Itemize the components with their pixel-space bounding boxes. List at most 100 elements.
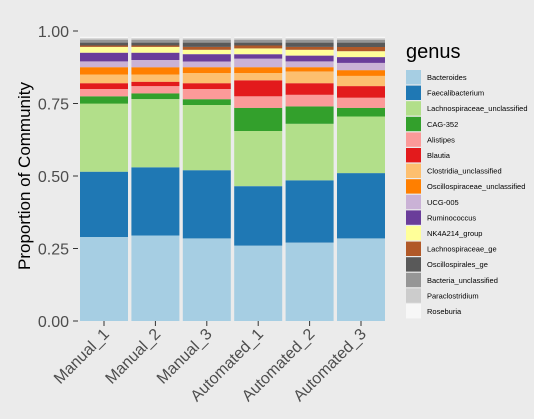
bar-segment <box>182 39 231 43</box>
legend: genus Bacteroides Faecalibacterium Lachnos… <box>406 41 528 319</box>
legend-key <box>406 257 421 272</box>
bar-segment <box>234 96 283 108</box>
legend-entry-label: Lachnospiraceae_unclassified <box>427 104 528 113</box>
y-axis-title: Proportion of Community <box>15 81 34 270</box>
bar-segment <box>80 171 128 237</box>
bar-segment <box>234 48 283 55</box>
bar-segment <box>337 70 385 76</box>
bar-segment <box>285 46 334 50</box>
bar-segment <box>182 54 231 62</box>
bar-segment <box>131 67 180 75</box>
y-axis: 0.00 0.25 0.50 0.75 1.00 <box>38 24 78 331</box>
x-tick-label: Manual_1 <box>51 326 113 388</box>
bar-segment <box>182 67 231 73</box>
bar-segment <box>285 61 334 68</box>
bar-segment <box>234 39 283 43</box>
bar-segment <box>234 45 283 49</box>
bar-segment <box>285 49 334 56</box>
legend-key <box>406 85 421 100</box>
bar-segment <box>337 75 385 87</box>
bar-segment <box>182 36 231 39</box>
legend-key <box>406 288 421 303</box>
bar-segment <box>337 86 385 98</box>
bar-segment <box>285 71 334 84</box>
bar-segment <box>337 116 385 174</box>
legend-key <box>406 101 421 116</box>
bar-segment <box>80 61 128 68</box>
bar-segment <box>337 107 385 117</box>
y-tick-label: 0.25 <box>38 242 69 259</box>
bar-segment <box>182 61 231 68</box>
bar-segment <box>234 131 283 187</box>
bar-segment <box>131 36 180 39</box>
bar-segment <box>80 67 128 75</box>
panel-background <box>78 30 388 322</box>
bar-segment <box>182 170 231 239</box>
legend-key <box>406 304 421 319</box>
bar-segment <box>337 39 385 43</box>
x-axis: Manual_1Manual_2Manual_3Automated_1Autom… <box>51 321 370 405</box>
bar-segment <box>234 38 283 40</box>
y-tick-label: 0.75 <box>38 97 69 114</box>
bar-segment <box>131 93 180 100</box>
bar-segment <box>182 49 231 55</box>
legend-entry-label: Bacteria_unclassified <box>427 276 498 285</box>
bar-segment <box>80 89 128 97</box>
bar-segment <box>337 51 385 58</box>
legend-key <box>406 194 421 210</box>
bar-segment <box>131 81 180 87</box>
legend-key <box>406 179 421 194</box>
bar-segment <box>337 38 385 40</box>
bar-segment <box>285 123 334 181</box>
bar-segment <box>285 55 334 62</box>
bar-segment <box>337 62 385 71</box>
bar-segment <box>337 46 385 52</box>
bar-segment <box>182 38 231 40</box>
bar-segment <box>234 58 283 68</box>
bar-segment <box>234 245 283 321</box>
bar-segment <box>131 99 180 168</box>
bar-segment <box>131 74 180 82</box>
bar-segment <box>80 39 128 43</box>
bar-segment <box>80 103 128 172</box>
bar-segment <box>337 36 385 39</box>
bar-segment <box>131 42 180 46</box>
legend-entry-label: UCG-005 <box>427 198 459 207</box>
legend-entry-label: Roseburia <box>427 307 462 316</box>
legend-entry-label: Oscillospirales_ge <box>427 260 488 269</box>
legend-entry-label: NK4A214_group <box>427 229 482 238</box>
legend-entry-label: Clostridia_unclassified <box>427 167 502 176</box>
legend-key <box>406 70 421 85</box>
legend-key <box>406 116 421 132</box>
x-tick-label: Manual_2 <box>103 326 165 388</box>
bar-segment <box>80 36 128 39</box>
legend-key <box>406 210 421 225</box>
bar-segment <box>182 83 231 89</box>
bar-segment <box>131 167 180 236</box>
bar-segment <box>182 73 231 84</box>
bar-segment <box>182 42 231 47</box>
bar-segment <box>131 235 180 321</box>
bar-segment <box>285 180 334 243</box>
legend-entry-label: Faecalibacterium <box>427 89 484 98</box>
y-tick-label: 0.50 <box>38 169 69 186</box>
legend-entry-label: Lachnospiraceae_ge <box>427 245 497 254</box>
bar-segment <box>80 83 128 89</box>
bar-segment <box>182 99 231 105</box>
bar-segment <box>131 86 180 94</box>
bar-segment <box>182 238 231 321</box>
y-tick-label: 0.00 <box>38 314 69 331</box>
bar-segment <box>337 97 385 108</box>
legend-entry-label: Alistipes <box>427 135 455 144</box>
bar-segment <box>234 42 283 46</box>
bar-segment <box>285 36 334 39</box>
legend-entry-label: Oscillospiraceae_unclassified <box>427 182 525 191</box>
bar-segment <box>80 96 128 104</box>
legend-entry-label: Bacteroides <box>427 73 467 82</box>
bar-segment <box>285 67 334 72</box>
bar-segment <box>131 46 180 53</box>
bar-segment <box>182 104 231 171</box>
bar-segment <box>80 236 128 321</box>
bar-segment <box>80 45 128 47</box>
bar-segment <box>80 38 128 40</box>
